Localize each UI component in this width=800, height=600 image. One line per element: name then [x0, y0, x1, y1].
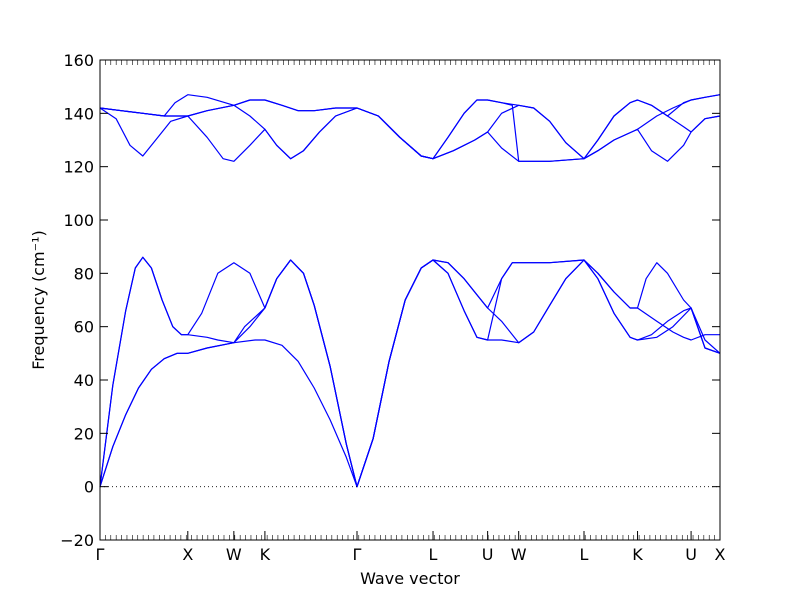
y-tick-label: 160 [63, 51, 94, 70]
y-tick-label: 20 [74, 424, 94, 443]
x-tick-label: W [226, 545, 242, 564]
x-tick-label: K [260, 545, 271, 564]
x-tick-label: X [715, 545, 726, 564]
y-tick-label: 80 [74, 264, 94, 283]
y-tick-label: −20 [60, 531, 94, 550]
x-axis-title: Wave vector [360, 569, 460, 588]
x-tick-label: Γ [96, 545, 105, 564]
band-line-8 [99, 94, 721, 162]
y-tick-label: 40 [74, 371, 94, 390]
y-tick-label: 100 [63, 211, 94, 230]
plot-frame [99, 59, 721, 541]
band-line-4 [99, 256, 721, 488]
y-axis-title: Frequency (cm⁻¹) [29, 230, 48, 369]
x-tick-label: K [632, 545, 643, 564]
tick-layer [99, 59, 721, 541]
y-tick-label: 140 [63, 104, 94, 123]
y-tick-label: 60 [74, 318, 94, 337]
series-layer [99, 94, 721, 488]
x-tick-label: Γ [353, 545, 362, 564]
y-tick-label: 0 [84, 478, 94, 497]
x-tick-label: L [580, 545, 589, 564]
x-tick-label: U [685, 545, 697, 564]
x-tick-label: L [429, 545, 438, 564]
y-tick-label: 120 [63, 158, 94, 177]
x-tick-label: X [182, 545, 193, 564]
x-tick-label: U [482, 545, 494, 564]
x-tick-label: W [511, 545, 527, 564]
y-tick-label-layer: −20 0 20 40 60 80 100 120 140 160 [60, 51, 94, 550]
